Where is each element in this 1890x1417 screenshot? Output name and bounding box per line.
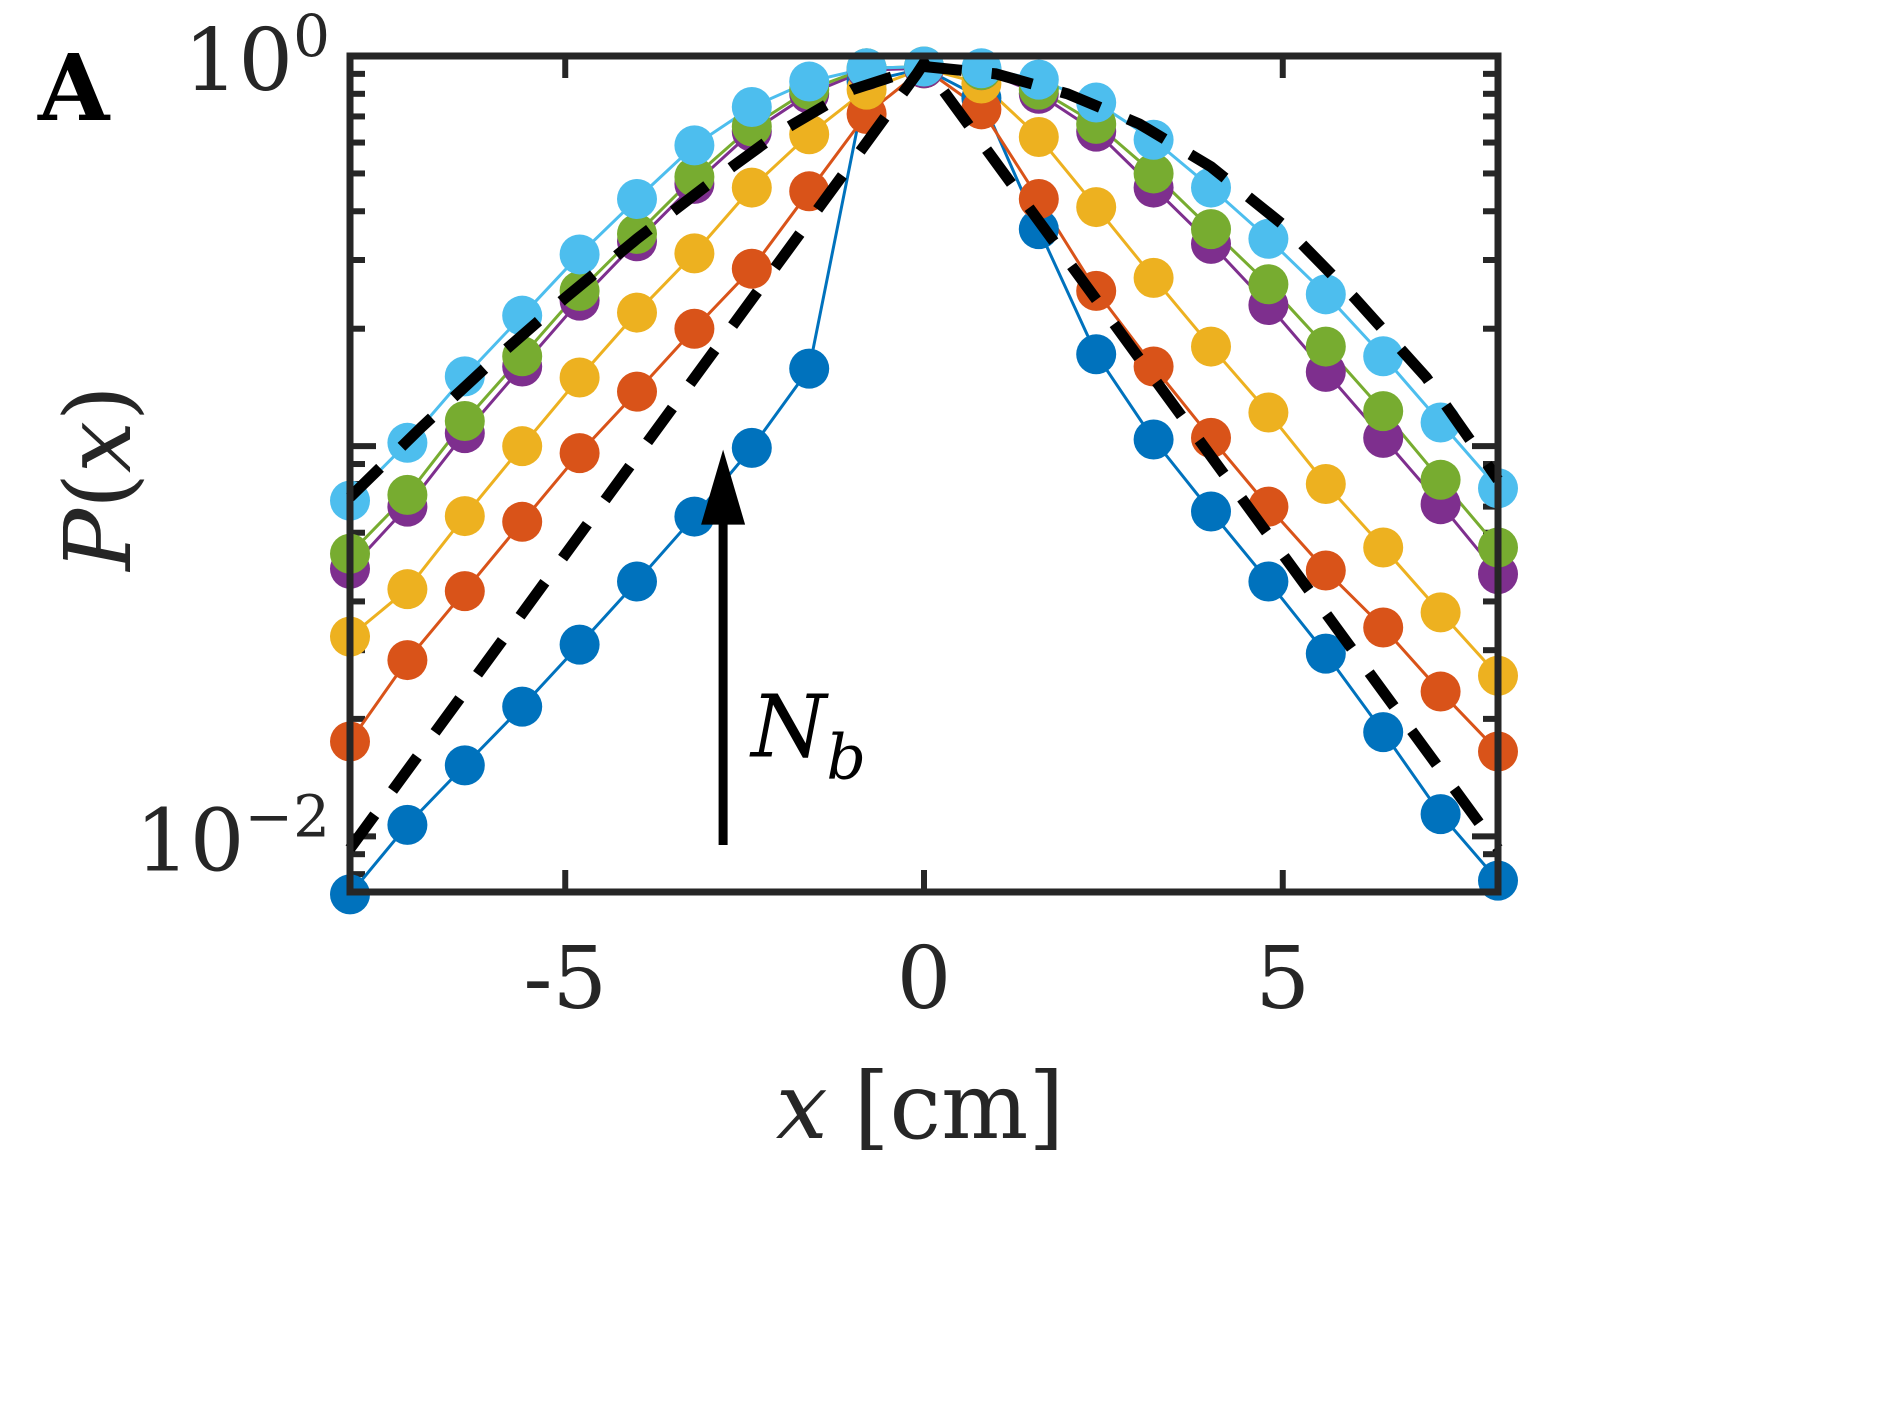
data-point — [674, 496, 715, 537]
data-point — [502, 426, 543, 467]
x-axis-unit: [cm] — [854, 1053, 1065, 1160]
data-point — [1420, 592, 1461, 633]
data-point — [1305, 326, 1346, 367]
data-point — [731, 167, 772, 208]
data-point — [1248, 392, 1289, 433]
data-point — [731, 248, 772, 289]
data-point — [1363, 712, 1404, 753]
y-tick-label: 100 — [184, 2, 330, 111]
data-point — [617, 371, 657, 412]
x-axis-symbol: x — [776, 1053, 828, 1160]
data-point — [1018, 117, 1059, 158]
x-axis-label: x [cm] — [776, 1053, 1064, 1160]
data-point — [1305, 550, 1346, 591]
arrow-label: Nb — [749, 678, 866, 794]
data-point — [1305, 633, 1346, 674]
x-tick-label: 0 — [897, 929, 952, 1029]
data-point — [1133, 419, 1174, 460]
data-point — [1420, 671, 1461, 712]
nb-arrow-annotation: Nb — [701, 449, 866, 846]
data-point — [1420, 459, 1461, 500]
data-point — [731, 427, 772, 468]
data-point — [674, 308, 715, 349]
arrow-head — [701, 449, 746, 525]
data-point — [1248, 218, 1289, 259]
data-point — [387, 640, 428, 681]
data-point — [1363, 336, 1404, 377]
data-point — [1363, 607, 1404, 648]
arrow-label-subscript: b — [826, 721, 866, 794]
data-point — [1133, 257, 1174, 298]
y-tick-label: 10−2 — [135, 782, 330, 891]
data-point — [387, 474, 428, 515]
data-point — [617, 179, 657, 220]
data-point — [1363, 527, 1404, 568]
fit-line — [346, 60, 1503, 502]
data-point — [387, 804, 428, 845]
data-point — [731, 87, 772, 128]
data-point — [789, 61, 830, 102]
arrow-label-main: N — [749, 678, 829, 778]
data-point — [559, 357, 600, 398]
data-point — [1191, 209, 1231, 250]
y-axis-close-paren: ) — [45, 385, 152, 421]
y-axis-open-paren: ( — [45, 473, 152, 509]
data-point — [674, 233, 715, 274]
data-point — [444, 356, 485, 397]
data-point — [444, 401, 485, 442]
data-point — [1133, 153, 1174, 194]
y-axis-symbol: P — [45, 507, 152, 573]
axes-frame — [346, 52, 1502, 896]
data-point — [1248, 561, 1289, 602]
data-point — [1076, 187, 1117, 228]
data-point — [559, 234, 600, 275]
data-point — [1191, 491, 1231, 532]
data-point — [674, 125, 715, 166]
data-point — [387, 569, 428, 610]
tick-labels: -5 0 5 100 10−2 — [135, 2, 1310, 1029]
data-point — [502, 501, 543, 542]
data-point — [444, 496, 485, 537]
data-point — [502, 686, 543, 727]
panel-label: A — [37, 34, 111, 142]
data-point — [559, 433, 600, 474]
data-point — [559, 624, 600, 665]
x-tick-label: 5 — [1255, 929, 1310, 1029]
data-point — [789, 348, 830, 389]
data-point — [1420, 794, 1461, 835]
data-point — [1191, 326, 1231, 367]
data-point — [1076, 334, 1117, 375]
data-point — [1133, 346, 1174, 387]
y-axis-label: P(x) — [45, 385, 152, 573]
data-point — [617, 292, 657, 333]
marker-layer — [330, 46, 1518, 915]
y-axis-argument: x — [45, 421, 152, 473]
data-point — [1248, 264, 1289, 305]
data-point — [1363, 391, 1404, 432]
data-point — [1018, 59, 1059, 100]
data-point — [1305, 274, 1346, 315]
data-point — [444, 745, 485, 786]
data-point — [617, 561, 657, 602]
data-point — [444, 571, 485, 612]
data-point — [1305, 463, 1346, 504]
x-tick-label: -5 — [523, 929, 607, 1029]
